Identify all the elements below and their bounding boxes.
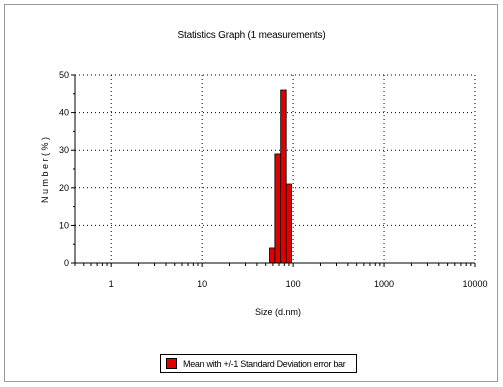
tick-labels: 0 10 20 30 40 50 1 10 100 1000 10000 <box>59 70 488 289</box>
legend: Mean with +/-1 Standard Deviation error … <box>160 354 357 373</box>
y-tick-label: 20 <box>59 183 69 193</box>
bar <box>280 89 287 264</box>
y-tick-label: 50 <box>59 70 69 80</box>
axes <box>71 74 476 267</box>
x-tick-label: 1 <box>109 279 114 289</box>
y-tick-label: 0 <box>64 258 69 268</box>
x-tick-label: 10 <box>197 279 207 289</box>
y-tick-label: 40 <box>59 108 69 118</box>
x-tick-label: 100 <box>286 279 301 289</box>
y-tick-label: 10 <box>59 220 69 230</box>
x-axis-title: Size (d.nm) <box>255 307 301 317</box>
x-tick-label: 1000 <box>374 279 394 289</box>
bars <box>269 89 292 264</box>
y-tick-label: 30 <box>59 145 69 155</box>
chart-frame <box>4 4 498 382</box>
x-tick-label: 10000 <box>462 279 487 289</box>
chart-title: Statistics Graph (1 measurements) <box>177 30 326 41</box>
bar <box>285 183 292 264</box>
legend-swatch <box>166 358 177 369</box>
y-axis-title: N u m b e r ( % ) <box>40 137 50 203</box>
bar <box>269 247 276 264</box>
legend-label: Mean with +/-1 Standard Deviation error … <box>183 358 346 369</box>
bar <box>274 153 282 264</box>
